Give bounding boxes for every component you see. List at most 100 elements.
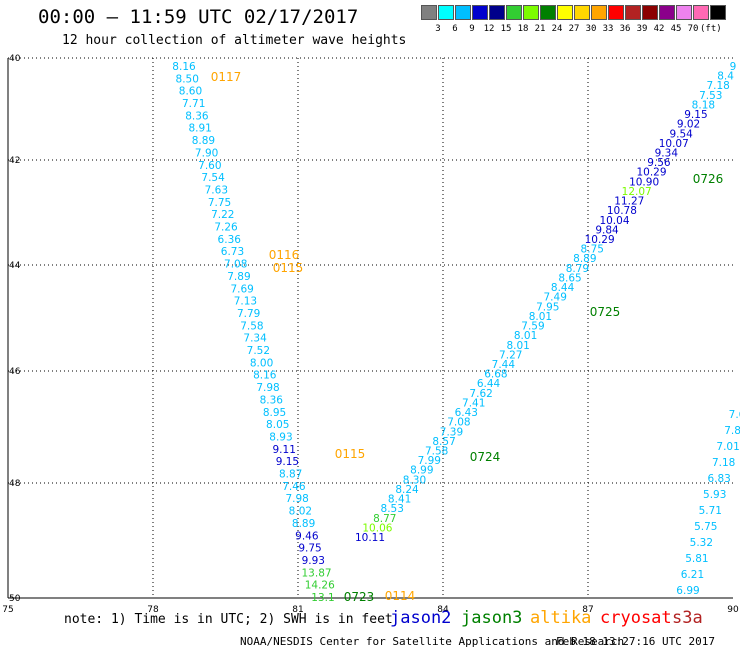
- wave-height-value: 7.26: [214, 222, 238, 234]
- colorbar-label: 21: [534, 24, 546, 34]
- wave-height-value: 10.04: [599, 215, 629, 227]
- wave-height-value: 9.15: [276, 456, 299, 468]
- wave-height-value: 7.98: [285, 493, 308, 505]
- wave-height-value: 9.54: [669, 128, 693, 140]
- legend-sat-0: jason2: [390, 608, 452, 628]
- colorbar-swatch: [557, 5, 573, 20]
- wave-height-value: 8.16: [253, 370, 277, 382]
- wave-height-value: 9.15: [684, 109, 707, 121]
- wave-height-value: 11.27: [614, 196, 644, 208]
- wave-height-value: 7.63: [205, 184, 228, 196]
- colorbar-label: 30: [585, 24, 597, 34]
- wave-height-value: 6.68: [484, 369, 507, 381]
- wave-height-value: 8.99: [410, 465, 433, 477]
- wave-height-value: 5.81: [685, 553, 708, 565]
- wave-height-value: 7.18: [706, 80, 729, 92]
- wave-height-value: 8.02: [289, 506, 312, 518]
- wave-height-value: 7.53: [699, 90, 722, 102]
- wave-height-value: 8.01: [529, 311, 552, 323]
- colorbar-swatch: [693, 5, 709, 20]
- colorbar-label: 45: [670, 24, 682, 34]
- colorbar-swatch: [642, 5, 658, 20]
- wave-height-value: 8.65: [558, 272, 581, 284]
- wave-height-value: 12.07: [622, 186, 652, 198]
- colorbar-label: 39: [636, 24, 648, 34]
- colorbar-swatch: [438, 5, 454, 20]
- wave-height-value: 8.60: [179, 86, 202, 98]
- colorbar-label: 24: [551, 24, 563, 34]
- wave-height-value: 9: [730, 61, 737, 73]
- wave-height-value: 14.26: [305, 580, 335, 592]
- colorbar-label: 6: [452, 24, 458, 34]
- wave-height-value: 9.84: [595, 224, 619, 236]
- colorbar-swatch: [472, 5, 488, 20]
- wave-height-value: 7.52: [247, 345, 270, 357]
- colorbar-swatch: [676, 5, 692, 20]
- wave-height-value: 8.41: [388, 494, 411, 506]
- wave-height-value: 5.32: [690, 537, 713, 549]
- colorbar-swatch: [523, 5, 539, 20]
- wave-height-value: 5.75: [694, 521, 717, 533]
- footer-credit: NOAA/NESDIS Center for Satellite Applica…: [240, 635, 625, 648]
- lon-tick-label: 78: [147, 605, 159, 615]
- wave-height-value: 7.39: [440, 426, 463, 438]
- wave-height-value: 8.4: [717, 71, 734, 83]
- wave-height-value: 7.6: [729, 409, 740, 421]
- pass-time-label: 0726: [693, 172, 724, 186]
- colorbar-label: 70: [687, 24, 699, 34]
- wave-height-value: 7.60: [198, 160, 221, 172]
- wave-height-value: 8.36: [260, 394, 284, 406]
- wave-height-value: 9.34: [655, 148, 679, 160]
- wave-height-value: 8.89: [292, 518, 315, 530]
- wave-height-value: 7.49: [544, 292, 567, 304]
- wave-height-value: 7.89: [227, 271, 250, 283]
- wave-height-value: 8.93: [269, 431, 292, 443]
- lon-tick-label: 87: [582, 605, 593, 615]
- wave-height-value: 10.90: [629, 176, 659, 188]
- wave-height-value: 8.44: [551, 282, 575, 294]
- footer-timestamp: Feb 18 13:27:16 UTC 2017: [556, 635, 715, 648]
- wave-height-value: 7.62: [469, 388, 492, 400]
- map-subtitle: 12 hour collection of altimeter wave hei…: [62, 33, 407, 48]
- wave-height-value: 8.53: [381, 503, 404, 515]
- wave-height-value: 7.71: [182, 98, 205, 110]
- wave-height-value: 7.13: [234, 296, 257, 308]
- wave-height-value: 10.29: [585, 234, 615, 246]
- wave-height-value: 7.22: [211, 209, 234, 221]
- wave-height-value: 13.1: [311, 592, 334, 604]
- pass-time-label: 0117: [211, 70, 242, 84]
- colorbar-label: 15: [500, 24, 512, 34]
- wave-height-value: 8.75: [581, 244, 604, 256]
- colorbar-label: 33: [602, 24, 614, 34]
- wave-height-value: 6.43: [455, 407, 478, 419]
- colorbar-label: 12: [483, 24, 495, 34]
- wave-height-value: 10.78: [607, 205, 637, 217]
- lat-tick-label: 42: [9, 156, 20, 166]
- wave-height-value: 7.41: [462, 397, 485, 409]
- colorbar-swatch: [489, 5, 505, 20]
- wave-height-value: 7.59: [521, 321, 544, 333]
- wave-height-value: 8.24: [395, 484, 419, 496]
- wave-height-value: 7.99: [418, 455, 441, 467]
- wave-height-value: 7.58: [240, 320, 263, 332]
- wave-height-value: 7.46: [282, 481, 306, 493]
- legend-note: note: 1) Time is in UTC; 2) SWH is in fe…: [64, 612, 393, 627]
- wave-height-value: 7.98: [256, 382, 279, 394]
- wave-height-value: 7.75: [208, 197, 231, 209]
- legend-sat-2: altika: [530, 608, 592, 628]
- colorbar-swatch: [591, 5, 607, 20]
- colorbar-swatch: [574, 5, 590, 20]
- wave-height-value: 10.29: [636, 167, 666, 179]
- colorbar-label: 9: [469, 24, 475, 34]
- colorbar-swatch: [455, 5, 471, 20]
- wave-height-value: 9.56: [647, 157, 671, 169]
- wave-height-value: 13.87: [302, 567, 332, 579]
- wave-height-value: 9.75: [298, 543, 321, 555]
- colorbar-swatch: [625, 5, 641, 20]
- wave-height-value: 8.95: [263, 407, 286, 419]
- wave-height-value: 8.91: [188, 123, 211, 135]
- legend-sat-1: jason3: [461, 608, 523, 628]
- wave-height-value: 8.00: [250, 357, 273, 369]
- wave-height-value: 6.83: [707, 473, 730, 485]
- map-title: 00:00 — 11:59 UTC 02/17/2017: [38, 6, 359, 28]
